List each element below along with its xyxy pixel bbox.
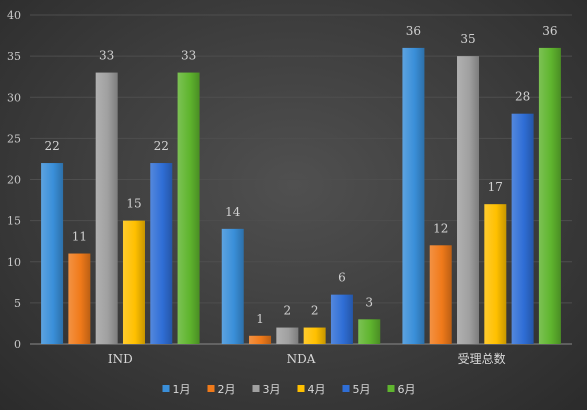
data-label: 22 bbox=[154, 139, 169, 153]
legend-swatch bbox=[297, 385, 305, 392]
bar bbox=[276, 327, 299, 344]
legend-label: 4月 bbox=[308, 383, 326, 396]
data-label: 17 bbox=[488, 180, 503, 194]
x-tick-label: NDA bbox=[287, 352, 316, 366]
legend-swatch bbox=[162, 385, 170, 392]
legend-swatch bbox=[207, 385, 215, 392]
bar bbox=[457, 56, 480, 344]
bar bbox=[177, 72, 200, 344]
bar bbox=[68, 253, 91, 344]
data-label: 33 bbox=[181, 49, 196, 63]
bar bbox=[484, 204, 507, 344]
x-tick-label: IND bbox=[108, 352, 133, 366]
data-label: 2 bbox=[284, 304, 292, 318]
legend-label: 6月 bbox=[398, 383, 416, 396]
data-label: 2 bbox=[311, 304, 319, 318]
bar bbox=[122, 220, 145, 344]
bar bbox=[330, 294, 353, 344]
y-axis: 0 5 10 15 20 25 30 35 40 bbox=[7, 9, 21, 351]
bar bbox=[358, 319, 381, 344]
data-label: 12 bbox=[433, 221, 448, 235]
data-label: 36 bbox=[406, 24, 421, 38]
y-tick-label: 5 bbox=[14, 297, 21, 310]
x-tick-label: 受理总数 bbox=[458, 351, 506, 366]
data-label: 33 bbox=[99, 49, 114, 63]
legend-label: 1月 bbox=[173, 383, 191, 396]
bar bbox=[41, 163, 64, 344]
data-label: 28 bbox=[515, 90, 530, 104]
bar bbox=[429, 245, 452, 344]
legend-swatch bbox=[342, 385, 350, 392]
bar bbox=[95, 72, 118, 344]
data-label: 1 bbox=[256, 312, 264, 326]
x-axis: IND NDA 受理总数 bbox=[108, 351, 506, 366]
legend-label: 3月 bbox=[263, 383, 281, 396]
y-tick-label: 20 bbox=[7, 174, 21, 187]
data-label: 35 bbox=[460, 32, 475, 46]
data-label: 11 bbox=[72, 230, 87, 244]
legend-swatch bbox=[387, 385, 395, 392]
data-label: 36 bbox=[542, 24, 557, 38]
gridlines bbox=[30, 14, 572, 345]
legend: 1月 2月 3月 4月 5月 6月 bbox=[162, 383, 416, 396]
data-label: 3 bbox=[365, 295, 373, 309]
y-tick-label: 40 bbox=[7, 9, 21, 22]
y-tick-label: 30 bbox=[7, 91, 21, 104]
y-tick-label: 0 bbox=[14, 338, 21, 351]
y-tick-label: 10 bbox=[7, 256, 21, 269]
y-tick-label: 35 bbox=[7, 50, 21, 63]
bar bbox=[221, 228, 244, 344]
data-label: 14 bbox=[225, 205, 241, 219]
bar bbox=[538, 47, 561, 345]
legend-swatch bbox=[252, 385, 260, 392]
bar bbox=[402, 47, 425, 345]
y-tick-label: 15 bbox=[7, 215, 21, 228]
y-tick-label: 25 bbox=[7, 132, 21, 145]
bar bbox=[511, 113, 534, 344]
bar bbox=[303, 327, 326, 344]
data-label: 15 bbox=[126, 197, 141, 211]
bar bbox=[150, 163, 173, 344]
legend-label: 2月 bbox=[218, 383, 236, 396]
data-label: 22 bbox=[44, 139, 59, 153]
data-label: 6 bbox=[338, 271, 346, 285]
bar bbox=[249, 335, 272, 344]
legend-label: 5月 bbox=[353, 383, 371, 396]
